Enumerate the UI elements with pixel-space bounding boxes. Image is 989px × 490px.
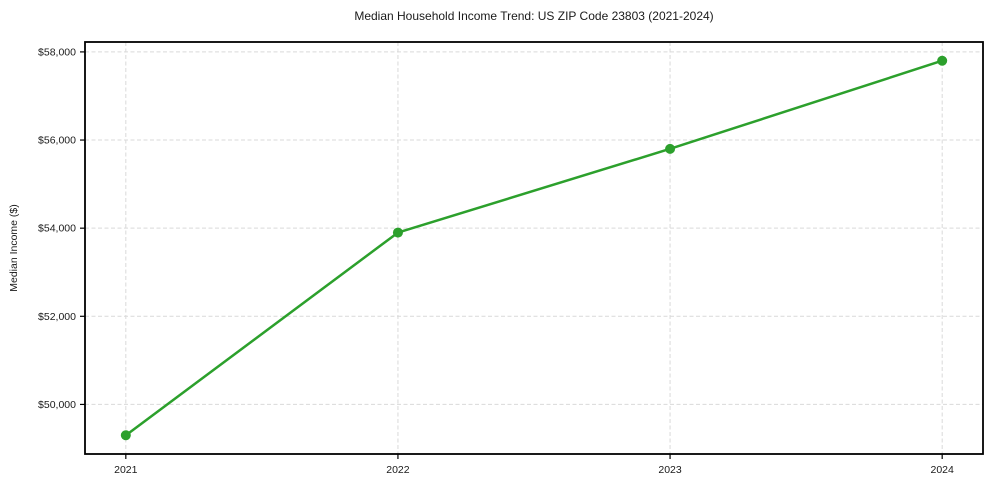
y-tick-label: $58,000 bbox=[38, 46, 76, 58]
chart-title: Median Household Income Trend: US ZIP Co… bbox=[354, 9, 714, 23]
x-tick-label: 2021 bbox=[114, 464, 138, 476]
data-point-marker bbox=[120, 430, 131, 441]
data-point-marker bbox=[665, 143, 676, 154]
y-tick-label: $52,000 bbox=[38, 311, 76, 323]
x-tick-label: 2022 bbox=[386, 464, 410, 476]
plot-border bbox=[84, 41, 984, 455]
y-tick-label: $56,000 bbox=[38, 135, 76, 147]
income-trend-line bbox=[124, 59, 944, 437]
x-tick-label: 2023 bbox=[658, 464, 682, 476]
data-point-marker bbox=[392, 227, 403, 238]
data-point-marker bbox=[937, 55, 948, 66]
x-tick-label: 2024 bbox=[931, 464, 955, 476]
y-tick-label: $54,000 bbox=[38, 223, 76, 235]
y-tick-label: $50,000 bbox=[38, 399, 76, 411]
